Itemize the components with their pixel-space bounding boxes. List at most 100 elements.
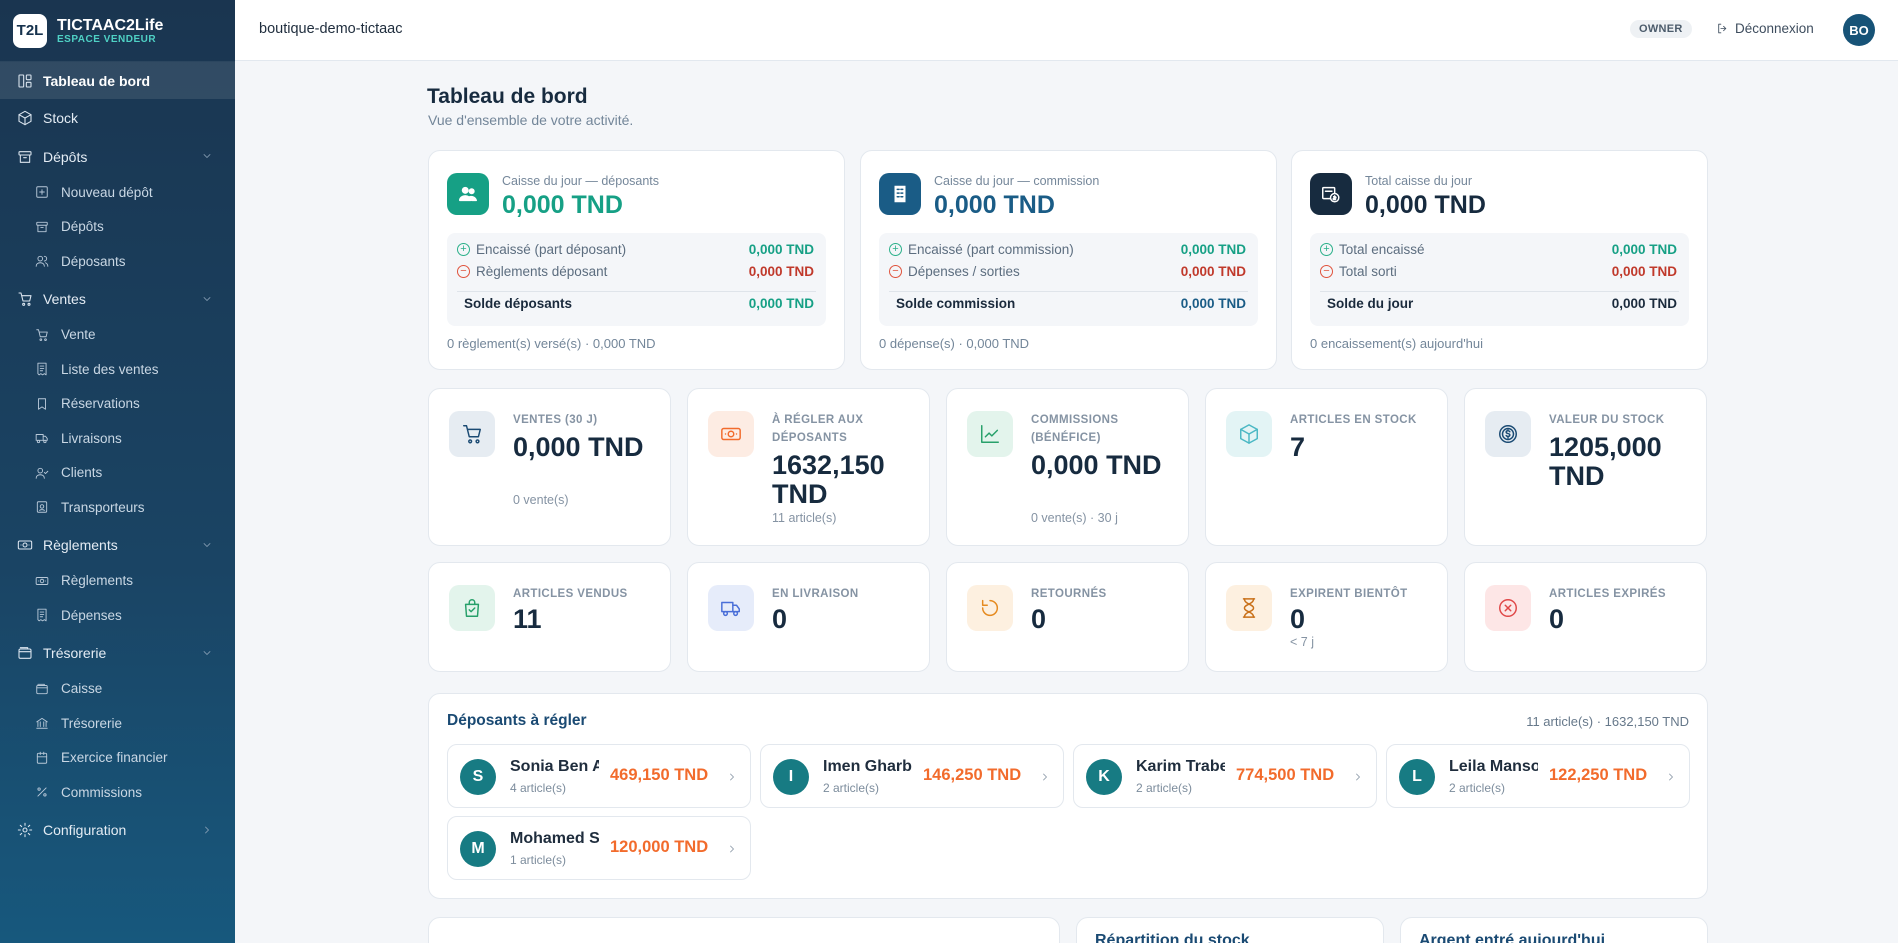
cash-card-amount: 0,000 TND bbox=[502, 191, 623, 219]
sidebar-item-tresorerie[interactable]: Trésorerie bbox=[0, 635, 235, 672]
bookmark-icon bbox=[37, 398, 46, 410]
banknote-icon bbox=[721, 427, 741, 441]
deposant-card[interactable]: L Leila Manso 2 article(s) 122,250 TND bbox=[1386, 744, 1690, 808]
stat-label: EN LIVRAISON bbox=[772, 588, 859, 600]
divider bbox=[1320, 291, 1679, 292]
building-icon bbox=[894, 185, 906, 203]
plus-circle-icon: + bbox=[1320, 243, 1333, 256]
deposant-articles: 4 article(s) bbox=[510, 781, 567, 795]
banknote-icon bbox=[35, 576, 48, 585]
cash-card-label: Caisse du jour — commission bbox=[934, 174, 1100, 188]
sidebar-item-label: Stock bbox=[43, 109, 79, 126]
logout-button[interactable]: Déconnexion bbox=[1716, 21, 1814, 36]
plus-circle-icon: + bbox=[457, 243, 470, 256]
stat-sub: 0 vente(s) bbox=[513, 493, 569, 507]
chevron-down-icon bbox=[203, 296, 211, 301]
chevron-right-icon bbox=[1356, 773, 1360, 781]
sidebar-subitem-depenses[interactable]: Dépenses bbox=[0, 598, 235, 633]
cash-row-value: 0,000 TND bbox=[1611, 242, 1677, 257]
stat-card-articles-en-stock: ARTICLES EN STOCK 7 bbox=[1205, 388, 1448, 546]
deposant-card[interactable]: K Karim Trabe 2 article(s) 774,500 TND bbox=[1073, 744, 1377, 808]
deposant-name: Mohamed S bbox=[510, 830, 599, 847]
cash-row-value: 0,000 TND bbox=[748, 264, 814, 279]
archive-icon bbox=[35, 221, 48, 232]
stat-label: ARTICLES VENDUS bbox=[513, 588, 628, 600]
sidebar-item-configuration[interactable]: Configuration bbox=[0, 812, 235, 849]
stat-label: ARTICLES EXPIRÉS bbox=[1549, 588, 1666, 600]
sidebar: T2L TICTAAC2Life ESPACE VENDEUR Tableau … bbox=[0, 0, 235, 943]
sidebar-item-reglements[interactable]: Règlements bbox=[0, 527, 235, 564]
cash-row-label: Total encaissé bbox=[1339, 242, 1425, 257]
sidebar-subitem-clients[interactable]: Clients bbox=[0, 456, 235, 491]
sidebar-subitem-tresorerie[interactable]: Trésorerie bbox=[0, 706, 235, 741]
sidebar-subitem-reglements[interactable]: Règlements bbox=[0, 564, 235, 599]
stat-label: VENTES (30 J) bbox=[513, 414, 598, 426]
sidebar-item-tableau-de-bord[interactable]: Tableau de bord bbox=[0, 62, 235, 99]
sidebar-subitem-label: Trésorerie bbox=[61, 715, 123, 731]
page-title: Tableau de bord bbox=[427, 85, 588, 108]
sidebar-subitem-label: Vente bbox=[61, 327, 96, 343]
cash-total-value: 0,000 TND bbox=[1611, 296, 1677, 311]
cash-card-amount: 0,000 TND bbox=[934, 191, 1055, 219]
cash-row-value: 0,000 TND bbox=[1180, 242, 1246, 257]
wallet-icon bbox=[35, 683, 48, 694]
sidebar-subitem-reservations[interactable]: Réservations bbox=[0, 387, 235, 422]
deposant-card[interactable]: M Mohamed S 1 article(s) 120,000 TND bbox=[447, 816, 751, 880]
sidebar-subitem-caisse[interactable]: Caisse bbox=[0, 672, 235, 707]
cash-card-amount: 0,000 TND bbox=[1365, 191, 1486, 219]
sidebar-subitem-liste-des-ventes[interactable]: Liste des ventes bbox=[0, 352, 235, 387]
deposant-avatar: K bbox=[1086, 759, 1122, 795]
divider bbox=[889, 291, 1248, 292]
sidebar-subitem-transporteurs[interactable]: Transporteurs bbox=[0, 490, 235, 525]
cash-card-3: Total caisse du jour 0,000 TND + Total enca… bbox=[1291, 150, 1708, 370]
stat-value: 0 bbox=[772, 604, 788, 634]
stat-sub: 11 article(s) bbox=[772, 511, 837, 525]
sidebar-subitem-livraisons[interactable]: Livraisons bbox=[0, 421, 235, 456]
sidebar-subitem-deposants[interactable]: Déposants bbox=[0, 244, 235, 279]
stat-label: À RÉGLER AUX DÉPOSANTS bbox=[772, 414, 864, 444]
cart-icon bbox=[17, 292, 32, 306]
bottom-card-left bbox=[428, 917, 1060, 943]
topbar: boutique-demo-tictaac OWNER Déconnexion … bbox=[235, 0, 1898, 61]
cash-row-label: Total sorti bbox=[1339, 264, 1397, 279]
deposant-card[interactable]: I Imen Gharb 2 article(s) 146,250 TND bbox=[760, 744, 1064, 808]
cash-card-footer: 0 encaissement(s) aujourd'hui bbox=[1310, 336, 1484, 351]
logout-icon bbox=[1718, 23, 1727, 34]
user-avatar[interactable]: BO bbox=[1843, 14, 1875, 46]
stat-label: ARTICLES EN STOCK bbox=[1290, 414, 1417, 426]
stat-card-expirent-bientot: EXPIRENT BIENTÔT 0 < 7 j bbox=[1205, 562, 1448, 672]
stat-value: 0 bbox=[1290, 604, 1306, 634]
deposant-avatar: S bbox=[460, 759, 496, 795]
deposant-articles: 1 article(s) bbox=[510, 853, 567, 867]
sidebar-subitem-vente[interactable]: Vente bbox=[0, 318, 235, 353]
deposant-articles: 2 article(s) bbox=[1136, 781, 1193, 795]
stat-label: EXPIRENT BIENTÔT bbox=[1290, 588, 1408, 600]
dollar-coin-icon bbox=[1499, 425, 1517, 443]
chevron-right-icon bbox=[730, 845, 734, 853]
stock-distribution-card: Répartition du stock bbox=[1076, 917, 1384, 943]
stat-value: 1632,150 TND bbox=[772, 450, 885, 509]
sidebar-subitem-exercice-financier[interactable]: Exercice financier bbox=[0, 741, 235, 776]
cash-total-label: Solde déposants bbox=[464, 296, 573, 311]
plus-circle-icon: + bbox=[889, 243, 902, 256]
stat-value: 0 bbox=[1549, 604, 1565, 634]
brand[interactable]: T2L TICTAAC2Life ESPACE VENDEUR bbox=[0, 0, 235, 62]
sidebar-item-stock[interactable]: Stock bbox=[0, 99, 235, 136]
sidebar-subitem-depots[interactable]: Dépôts bbox=[0, 210, 235, 245]
sidebar-subitem-commissions[interactable]: Commissions bbox=[0, 775, 235, 810]
deposant-card[interactable]: S Sonia Ben A 4 article(s) 469,150 TND bbox=[447, 744, 751, 808]
cash-card-label: Caisse du jour — déposants bbox=[502, 174, 660, 188]
stat-value: 0,000 TND bbox=[1031, 450, 1162, 480]
stat-value: 1205,000 TND bbox=[1549, 432, 1662, 491]
deposant-amount: 469,150 TND bbox=[610, 766, 709, 784]
stat-value: 7 bbox=[1290, 432, 1306, 462]
sidebar-item-depots[interactable]: Dépôts bbox=[0, 138, 235, 175]
deposant-articles: 2 article(s) bbox=[1449, 781, 1506, 795]
brand-logo: T2L bbox=[13, 13, 47, 48]
sidebar-item-ventes[interactable]: Ventes bbox=[0, 281, 235, 318]
hourglass-icon bbox=[1242, 598, 1256, 618]
archive-icon bbox=[17, 150, 32, 163]
sidebar-subitem-nouveau-depot[interactable]: Nouveau dépôt bbox=[0, 175, 235, 210]
cash-card-footer: 0 dépense(s) · 0,000 TND bbox=[879, 336, 1030, 351]
deposant-name: Sonia Ben A bbox=[510, 758, 599, 775]
